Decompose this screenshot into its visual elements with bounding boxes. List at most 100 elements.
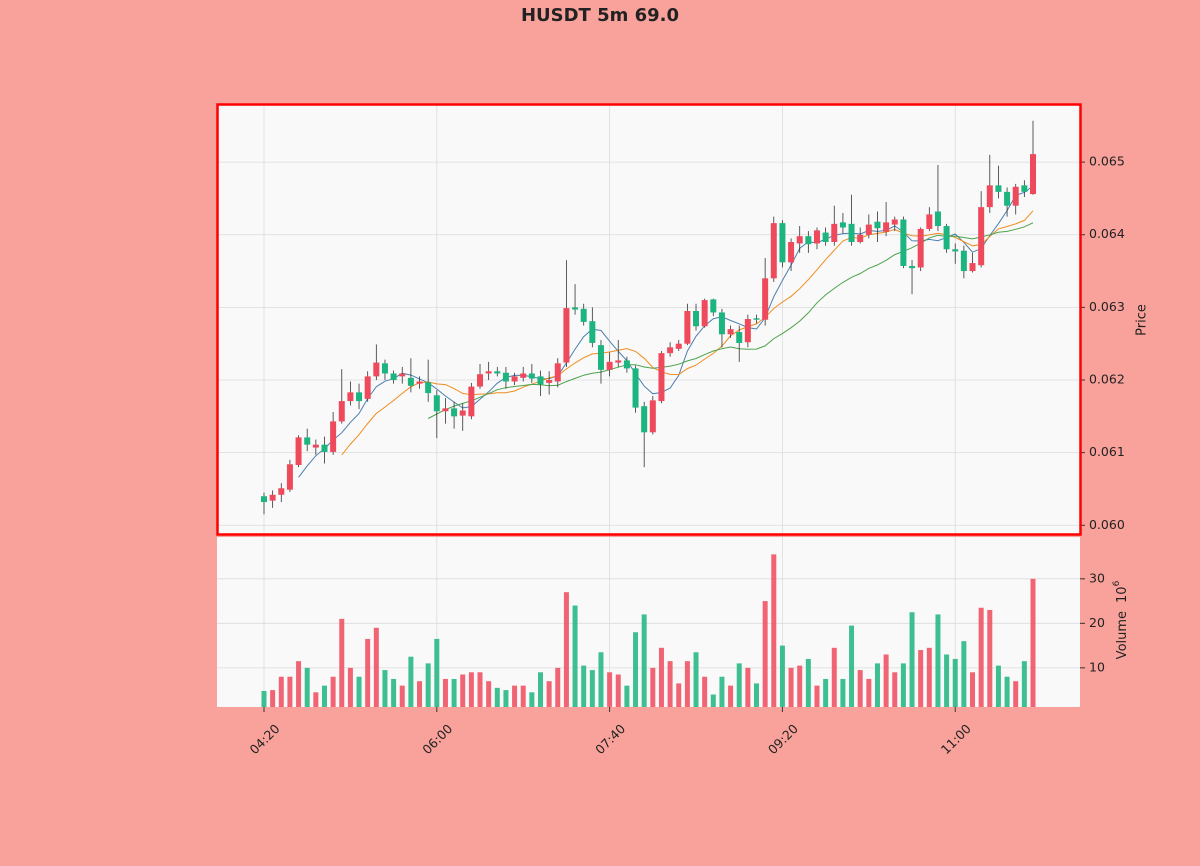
volume-bar bbox=[270, 690, 276, 707]
candle-body bbox=[261, 496, 267, 503]
volume-bar bbox=[425, 663, 431, 707]
candle-body bbox=[770, 223, 777, 279]
candle-body bbox=[563, 308, 570, 363]
candle-body bbox=[718, 312, 725, 335]
candle-body bbox=[839, 222, 846, 228]
candle-body bbox=[943, 226, 950, 250]
volume-bar bbox=[883, 654, 889, 707]
volume-bar bbox=[944, 654, 950, 707]
candle-body bbox=[874, 221, 881, 229]
candle-body bbox=[710, 299, 717, 313]
candle-body bbox=[390, 373, 397, 381]
candle-body bbox=[321, 444, 328, 452]
volume-bar bbox=[728, 685, 734, 707]
candle-body bbox=[952, 249, 959, 252]
volume-bar bbox=[589, 670, 595, 707]
volume-bar bbox=[633, 632, 639, 707]
volume-bar bbox=[702, 676, 708, 707]
candle-body bbox=[805, 236, 812, 245]
volume-bar bbox=[408, 656, 414, 707]
volume-bar bbox=[641, 614, 647, 707]
candle-body bbox=[917, 228, 924, 268]
volume-bar bbox=[607, 672, 613, 707]
volume-unit-exponent: 6 bbox=[1112, 580, 1122, 586]
candle-body bbox=[381, 363, 388, 374]
candle-body bbox=[338, 401, 345, 422]
volume-bar bbox=[797, 665, 803, 707]
candle-body bbox=[494, 371, 501, 374]
candle-body bbox=[304, 437, 311, 445]
volume-bar bbox=[598, 652, 604, 707]
volume-bar bbox=[952, 658, 958, 707]
candle-body bbox=[960, 250, 967, 272]
volume-bar bbox=[684, 661, 690, 707]
volume-bar bbox=[909, 612, 915, 707]
candle-body bbox=[667, 347, 674, 354]
candle-body bbox=[649, 400, 656, 433]
volume-bar bbox=[900, 663, 906, 707]
candle-body bbox=[502, 372, 509, 382]
candle-body bbox=[684, 311, 691, 344]
candle-body bbox=[425, 382, 432, 394]
volume-bar bbox=[995, 665, 1001, 707]
volume-bar bbox=[581, 665, 587, 707]
volume-bar bbox=[624, 685, 630, 707]
candle-body bbox=[1012, 186, 1019, 206]
volume-bar bbox=[537, 672, 543, 707]
candle-body bbox=[606, 361, 613, 370]
volume-bar bbox=[874, 663, 880, 707]
volume-bar bbox=[494, 687, 500, 707]
candle-body bbox=[986, 185, 993, 208]
volume-bar bbox=[658, 647, 664, 707]
volume-bar bbox=[857, 670, 863, 707]
volume-bar bbox=[563, 592, 569, 707]
candle-body bbox=[330, 421, 337, 452]
candle-body bbox=[580, 308, 587, 322]
candle-body bbox=[511, 376, 518, 382]
volume-bar bbox=[572, 605, 578, 707]
volume-bar bbox=[849, 625, 855, 707]
volume-tick-label: 30 bbox=[1089, 570, 1105, 585]
volume-bar bbox=[330, 676, 336, 707]
volume-bar bbox=[287, 676, 293, 707]
candle-body bbox=[675, 343, 682, 349]
volume-bar bbox=[771, 554, 777, 707]
candle-body bbox=[477, 374, 484, 387]
volume-bar bbox=[546, 681, 552, 707]
candle-body bbox=[572, 307, 579, 310]
volume-bar bbox=[512, 685, 518, 707]
candle-body bbox=[546, 380, 553, 383]
candle-body bbox=[753, 318, 760, 320]
volume-bar bbox=[918, 650, 924, 707]
volume-bar bbox=[1021, 661, 1027, 707]
volume-axis-label: Volume 106 bbox=[1112, 580, 1130, 659]
y-tick-label: 0.060 bbox=[1089, 517, 1125, 532]
volume-bar bbox=[710, 694, 716, 707]
volume-bar bbox=[321, 685, 327, 707]
candle-body bbox=[451, 408, 458, 417]
volume-bar bbox=[555, 667, 561, 707]
volume-bar bbox=[831, 647, 837, 707]
candle-body bbox=[286, 464, 293, 490]
candle-body bbox=[399, 373, 406, 377]
candle-body bbox=[796, 236, 803, 244]
candle-body bbox=[891, 219, 898, 225]
volume-bar bbox=[814, 685, 820, 707]
candle-body bbox=[848, 223, 855, 243]
highlight-box bbox=[216, 103, 1082, 536]
volume-bar bbox=[503, 690, 509, 707]
candle-body bbox=[883, 222, 890, 232]
volume-bar bbox=[926, 647, 932, 707]
candle-body bbox=[615, 360, 622, 363]
volume-bar bbox=[477, 672, 483, 707]
volume-bar bbox=[892, 672, 898, 707]
candle-body bbox=[295, 437, 302, 465]
volume-bar bbox=[961, 641, 967, 707]
volume-bar bbox=[339, 618, 345, 707]
candle-body bbox=[934, 211, 941, 227]
volume-bar bbox=[278, 676, 284, 707]
volume-bar bbox=[840, 678, 846, 707]
volume-bar bbox=[823, 678, 829, 707]
candle-body bbox=[909, 265, 916, 269]
y-axis-label: Price bbox=[1135, 304, 1150, 336]
